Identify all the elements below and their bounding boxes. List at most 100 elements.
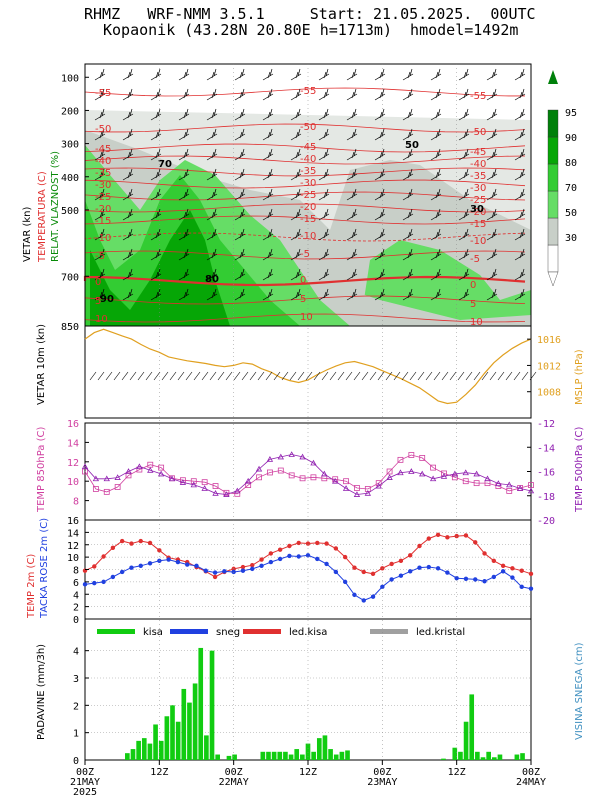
y-axis-label-temperature: TEMPERATURA (C) [37,171,48,263]
precip-tick-label: 4 [73,647,79,658]
wind-barb [262,148,274,161]
y-axis-label-humidity: RELAT. VLAZNOST (%) [50,151,61,262]
dew-point-marker [296,554,301,559]
temp-500-marker [386,474,393,480]
wind-barb [318,108,330,121]
wind-barb-10m [201,371,209,381]
temp-850-marker [310,474,317,481]
wind-barb [234,168,246,181]
dew-point-marker [389,577,394,582]
wind-barb [206,288,218,301]
isotherm-label: 5 [470,299,476,310]
temp-2m-marker [482,551,487,556]
wind-barb [150,228,162,241]
temp-850-marker [288,472,295,479]
temp-upper-panel-border [84,422,532,521]
time-axis-label: 12Z [448,767,466,778]
temp-850-marker [92,486,99,492]
wind-barb [122,208,134,221]
isotherm-label: -5 [470,254,480,265]
isotherm-label: 0 [470,280,476,291]
precip-bar [480,757,486,760]
wind-barb [458,128,470,141]
wind-barb [234,208,246,221]
wind-barb [234,188,246,201]
dew-point-marker [426,564,431,570]
y-axis-label-temp-500: TEMP 500hPa (C) [574,427,585,513]
temp-850-marker [201,479,208,486]
dew-point-marker [380,584,385,590]
temp-850-line [84,454,532,495]
wind-barb [458,168,470,181]
wind-barb [150,68,162,81]
wind-barb [262,228,274,241]
dew-point-marker [463,576,469,581]
wind-barb [262,128,274,141]
isotherm-label: -50 [300,122,316,133]
isotherm-label: -40 [470,159,486,170]
temp-500-line [84,454,532,495]
temp-2m-marker [110,545,116,551]
wind-barb [178,68,190,81]
temp-500-marker [462,469,469,476]
y-axis-label-temp-2m: TEMP 2m (C) [26,554,37,619]
temp-500-marker [114,474,121,480]
precip-bar [497,754,503,760]
precip-bar [333,754,339,760]
wind-barb [346,248,358,261]
dew-point-marker [212,570,218,575]
wind-barb-10m [505,371,513,381]
precip-bar [458,751,463,760]
wind-barb [374,148,386,161]
precip-bar [271,751,277,760]
temp-850-marker [223,489,230,496]
precip-bar [463,721,469,760]
temp-500-marker [136,463,143,470]
wind-barb [206,68,218,81]
isotherm-label: -5 [95,251,105,262]
precip-bar [170,705,175,760]
dew-point-marker [500,569,506,574]
wind-barb [94,268,106,281]
dew-point-marker [277,556,283,562]
temp-500-marker [484,475,491,482]
wind-barb [430,228,442,241]
wind-barb [318,168,330,181]
temp-500-marker [299,453,306,460]
temp-2m-marker [370,571,376,577]
isotherm-label: -10 [95,233,111,244]
wind-barb-10m [529,371,537,381]
pressure-tick-label: 100 [61,73,79,84]
temp-500-marker [147,466,154,473]
dew-point-marker [166,557,171,562]
temp-500-marker [212,490,219,496]
wind-barb [178,108,190,121]
wind-barb [402,188,414,201]
wind-barb [262,208,274,221]
dew-point-marker [138,563,143,568]
time-axis-label: 00Z [373,767,391,778]
dew-point-marker [315,556,320,562]
wind-barb [514,208,526,221]
wind-barb-10m [169,371,177,381]
wind-barb [262,288,274,301]
wind-barb-10m [209,371,217,381]
precip-bar [136,740,141,760]
wind-barb-10m [473,371,481,381]
precip-bar [294,749,300,760]
wind-barb [514,68,526,81]
wind-barb [290,228,302,241]
dew-point-marker [231,569,236,575]
temp-2m-tick-label: 2 [73,603,79,614]
isotherm-label: -55 [470,91,486,102]
precip-bar [475,751,480,760]
wind-barb [486,188,498,201]
isotherm-label: -35 [95,168,111,179]
pressure-tick-label: 850 [61,322,79,333]
temp-850-marker [473,480,480,487]
wind-barb [178,188,190,201]
wind-barb [402,108,414,121]
precip-bar [345,750,350,760]
wind-barb-10m [489,371,497,381]
